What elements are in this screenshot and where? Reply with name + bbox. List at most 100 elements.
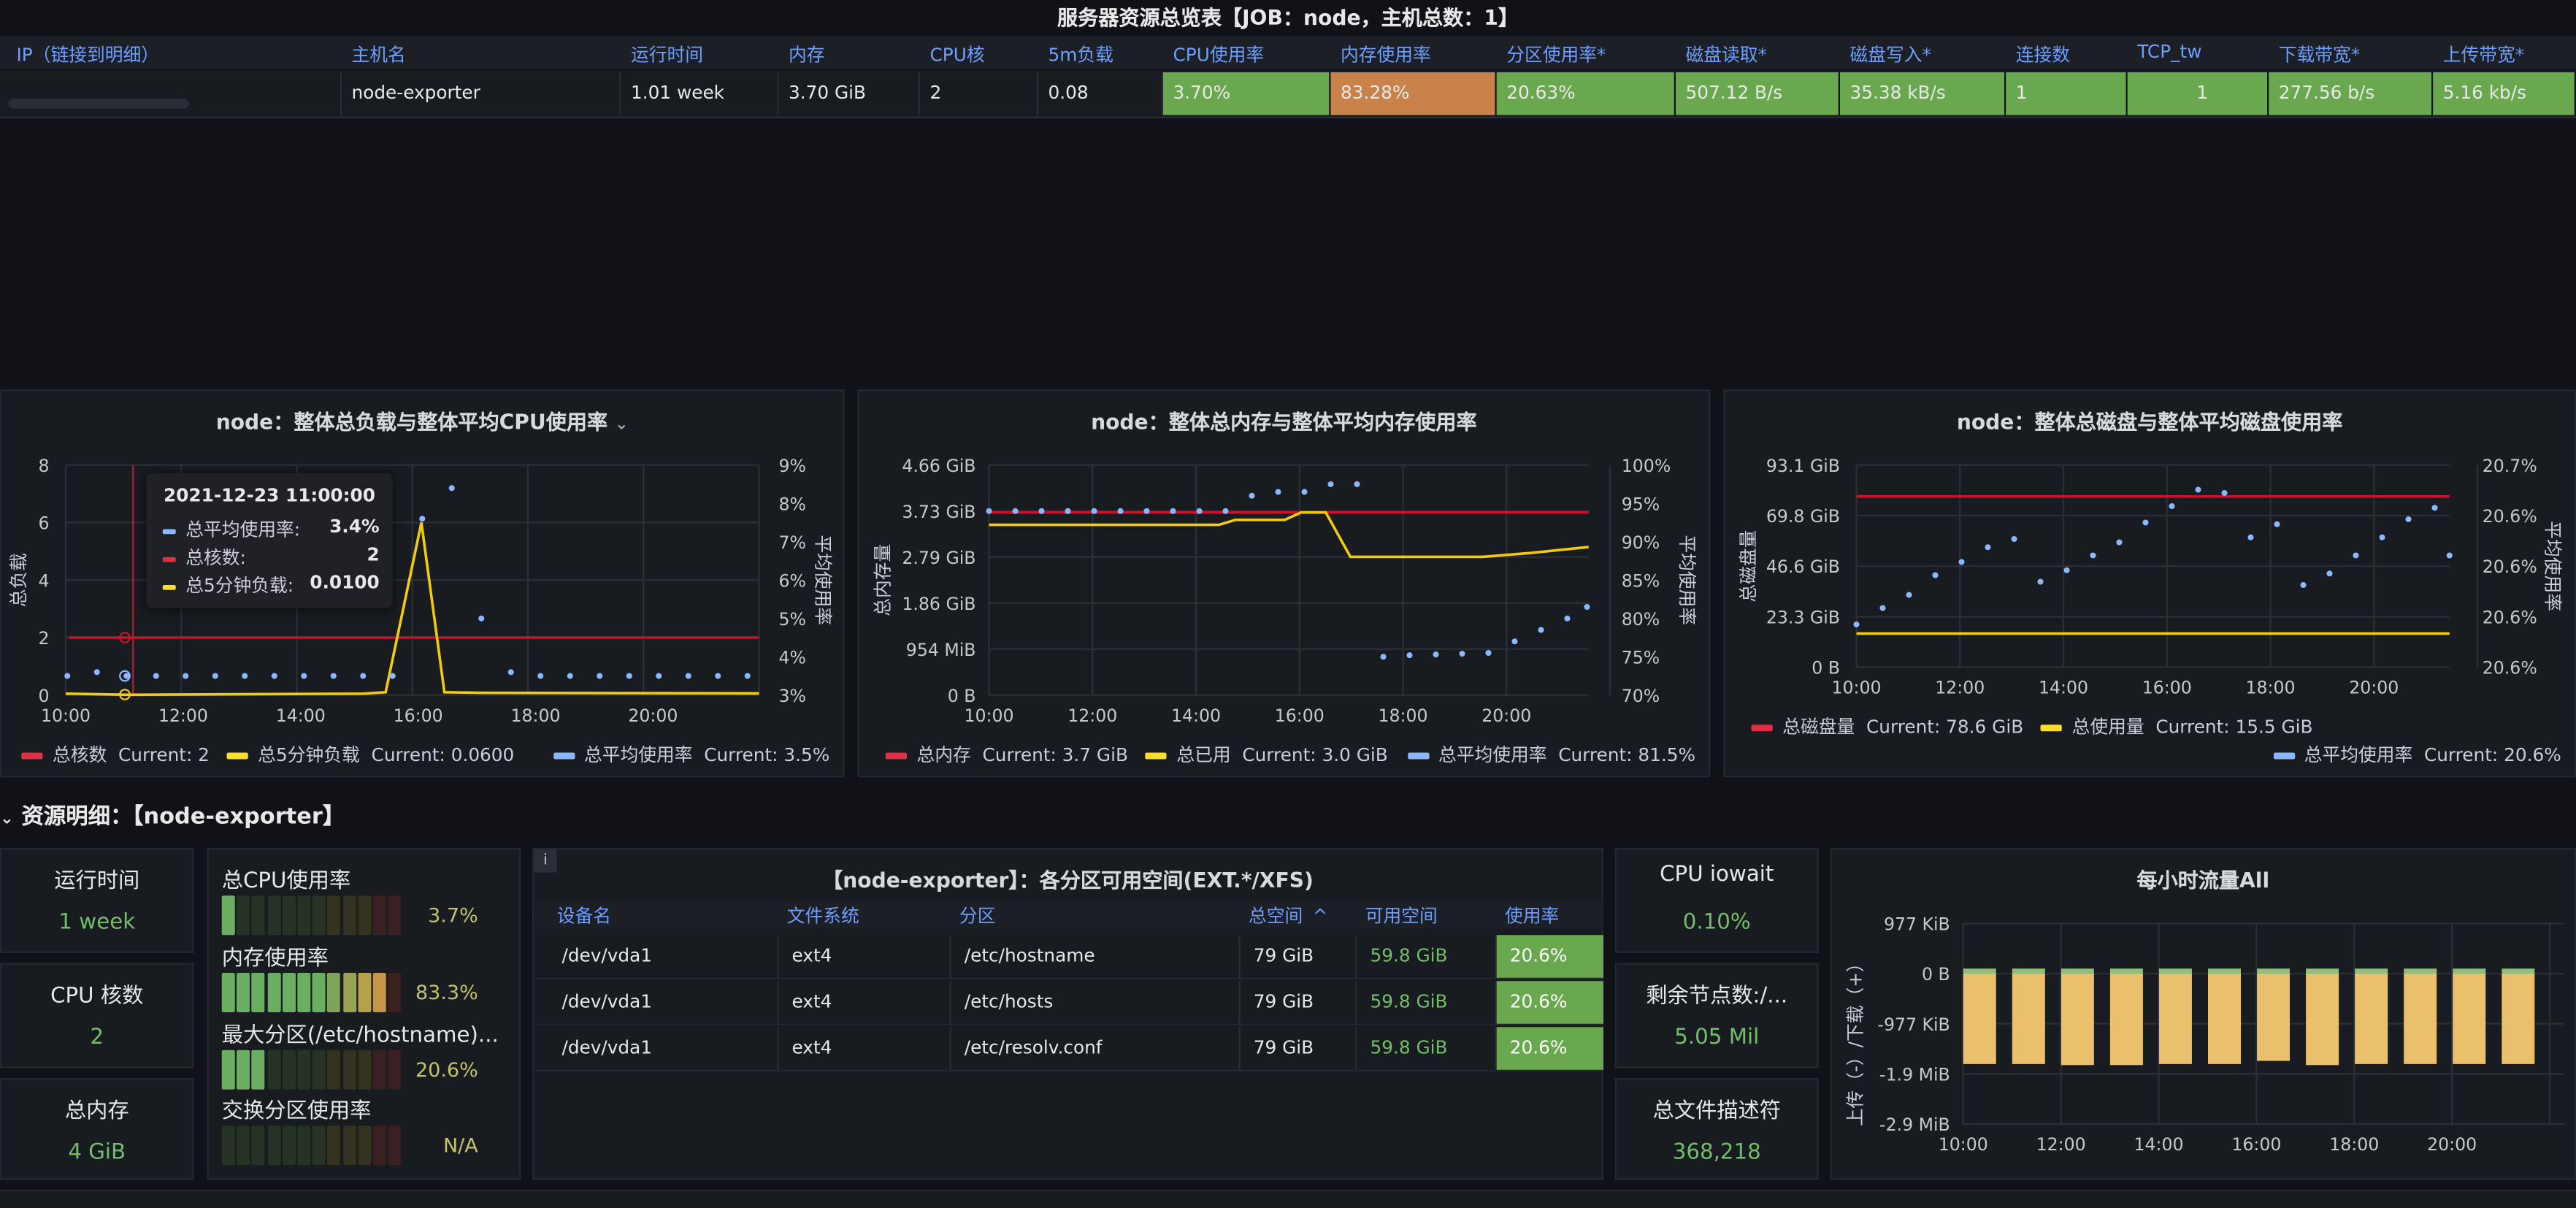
fs-header-cell[interactable]: 分区 [959, 902, 996, 928]
summary-header-cell[interactable]: IP（链接到明细） [17, 41, 160, 67]
legend-item-disk-total[interactable]: 总磁盘量 Current: 78.6 GiB [1752, 716, 2024, 738]
bargauge-cell [342, 1050, 356, 1090]
series-point [1301, 489, 1307, 494]
fs-header-cell[interactable]: 可用空间 [1365, 902, 1438, 928]
summary-cell[interactable] [7, 72, 342, 115]
traffic-bar-top [2306, 968, 2339, 974]
series-point [1065, 508, 1070, 514]
legend-item-disk-avg[interactable]: 总平均使用率 Current: 20.6% [2273, 741, 2561, 768]
series-point [537, 673, 543, 678]
bargauge-cell [222, 895, 235, 935]
stat-inodes-value: 5.05 Mil [1617, 1025, 1817, 1050]
series-point [1327, 481, 1333, 487]
summary-cell: 1.01 week [621, 72, 779, 115]
chevron-down-icon[interactable]: ⌄ [0, 810, 14, 828]
bargauge-cell [252, 895, 265, 935]
summary-header-cell[interactable]: 磁盘写入* [1850, 41, 1931, 67]
summary-header-cell[interactable]: TCP_tw [2137, 41, 2201, 62]
x-tick-label: 18:00 [510, 706, 560, 726]
x-tick-label: 20:00 [628, 706, 678, 726]
traffic-bar [2257, 974, 2290, 1061]
summary-cell: node-exporter [342, 72, 621, 115]
summary-header-cell[interactable]: 内存 [789, 41, 825, 67]
masked-ip[interactable] [8, 99, 189, 109]
summary-header-cell[interactable]: 分区使用率* [1506, 41, 1606, 67]
fs-table-cell: /etc/resolv.conf [951, 1027, 1241, 1070]
summary-header-cell[interactable]: CPU核 [930, 41, 985, 67]
summary-header-cell[interactable]: 内存使用率 [1341, 41, 1431, 67]
summary-header-cell[interactable]: 磁盘读取* [1686, 41, 1767, 67]
section-row-header[interactable]: ⌄ 资源明细：【node-exporter】 [0, 797, 345, 830]
y-right-tick-label: 5% [779, 609, 806, 630]
summary-header-cell[interactable]: 5m负载 [1049, 41, 1113, 67]
bargauge-cell [328, 973, 341, 1012]
summary-header-cell[interactable]: 连接数 [2016, 41, 2070, 67]
stat-mem: 总内存 4 GiB [0, 1078, 194, 1180]
bargauge-value: 83.3% [415, 981, 478, 1004]
legend-item-mem-total[interactable]: 总内存 Current: 3.7 GiB [886, 744, 1128, 765]
bargauge-cells [222, 973, 403, 1012]
fs-header-cell[interactable]: 总空间^ [1249, 902, 1327, 928]
fs-header-cell[interactable]: 文件系统 [787, 902, 859, 928]
bargauge-label: 总CPU使用率 [222, 863, 350, 894]
summary-table-title: 服务器资源总览表【JOB：node，主机总数：1】 [0, 0, 2576, 30]
summary-header-cell[interactable]: 主机名 [352, 41, 406, 67]
summary-header-cell[interactable]: 运行时间 [631, 41, 703, 67]
legend-item-disk-used[interactable]: 总使用量 Current: 15.5 GiB [2041, 716, 2313, 738]
y-right-tick-label: 80% [1622, 609, 1660, 630]
y-tick-label: 4 [38, 570, 49, 591]
sort-ascending-icon[interactable]: ^ [1313, 906, 1328, 927]
series-point [242, 673, 248, 678]
y-tick-label: 1.86 GiB [902, 594, 975, 614]
legend-item-mem-used[interactable]: 总已用 Current: 3.0 GiB [1146, 744, 1388, 765]
bargauge-cell [222, 973, 235, 1012]
fs-header-cell[interactable]: 使用率 [1505, 902, 1559, 928]
bargauge-cell [313, 1125, 326, 1165]
legend-item-mem-avg[interactable]: 总平均使用率 Current: 81.5% [1407, 741, 1695, 768]
bargauge-cell [283, 895, 296, 935]
legend-item-load[interactable]: 总5分钟负载 Current: 0.0600 [227, 744, 515, 765]
legend-item-cpu-avg[interactable]: 总平均使用率 Current: 3.5% [553, 741, 829, 768]
summary-header-cell[interactable]: 上传带宽* [2443, 41, 2524, 67]
bargauge-cell [342, 895, 356, 935]
bargauge-cell [358, 973, 371, 1012]
bargauge-cell [222, 1050, 235, 1090]
traffic-bar [2110, 974, 2143, 1065]
y-right-tick-label: 3% [779, 686, 806, 706]
summary-cell: 83.28% [1331, 72, 1497, 115]
y-tick-label: 2 [38, 628, 49, 649]
stat-fd-title: 总文件描述符 [1617, 1093, 1817, 1124]
series-point [2405, 516, 2411, 522]
traffic-bar [2208, 974, 2241, 1064]
next-panel-edge [0, 1190, 2576, 1208]
series-point [1117, 508, 1123, 514]
summary-header-cell[interactable]: CPU使用率 [1173, 41, 1265, 67]
x-tick-label: 18:00 [2245, 678, 2295, 698]
y-tick-label: 69.8 GiB [1766, 506, 1840, 527]
stat-fd: 总文件描述符 368,218 [1615, 1078, 1819, 1180]
fs-header-cell[interactable]: 设备名 [557, 902, 611, 928]
series-point [2169, 503, 2174, 509]
series-line-mem-used [989, 513, 1589, 557]
summary-header-cell[interactable]: 下载带宽* [2279, 41, 2360, 67]
bargauge-cells [222, 1125, 403, 1165]
summary-cell: 20.63% [1497, 72, 1676, 115]
fs-header-label: 文件系统 [787, 906, 859, 927]
series-point [1275, 489, 1281, 494]
traffic-bar [2453, 974, 2485, 1064]
series-point [2116, 539, 2122, 545]
series-point [1932, 572, 1938, 578]
bargauge-cell [283, 1125, 296, 1165]
bargauge-cell [388, 1125, 401, 1165]
bargauge-cell [297, 1050, 310, 1090]
series-point [1222, 508, 1228, 514]
legend-item-cores[interactable]: 总核数 Current: 2 [21, 744, 210, 765]
series-point [715, 673, 721, 678]
